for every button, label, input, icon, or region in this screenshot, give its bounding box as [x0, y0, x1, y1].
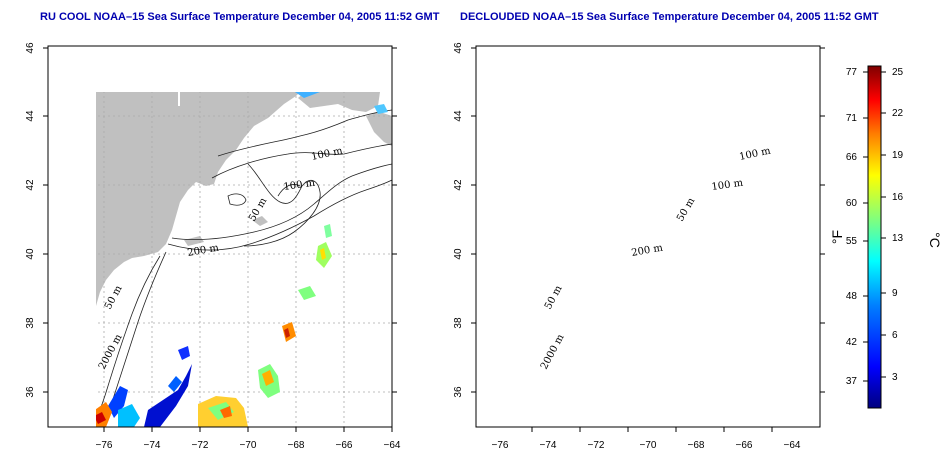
left-xtick-label: −76 — [96, 440, 113, 451]
contour-label-100m: 100 m — [738, 145, 772, 162]
colorbar-fahrenheit-tick: 42 — [846, 337, 858, 348]
right-ytick-label: 42 — [453, 179, 464, 191]
right-ytick-label: 38 — [453, 317, 464, 329]
right-xtick-label: −74 — [540, 440, 557, 451]
right-map-panel — [475, 45, 821, 428]
colorbar-celsius-tick: 9 — [892, 288, 898, 299]
colorbar-celsius-tick: 3 — [892, 372, 898, 383]
axis-tick-marks — [43, 47, 825, 432]
right-ytick-label: 36 — [453, 386, 464, 398]
right-xtick-label: −72 — [588, 440, 605, 451]
contour-label-100m: 100 m — [283, 178, 316, 193]
left-ytick-label: 38 — [25, 317, 36, 329]
left-xtick-label: −72 — [192, 440, 209, 451]
contour-label-2000m: 2000 m — [539, 332, 567, 371]
colorbar-celsius-tick: 6 — [892, 330, 898, 341]
left-sst-patches — [96, 92, 388, 427]
colorbar-celsius-tick: 19 — [892, 150, 904, 161]
right-ytick-label: 46 — [453, 42, 464, 54]
colorbar-fahrenheit-tick: 66 — [846, 152, 858, 163]
colorbar-fahrenheit-unit: °F — [829, 230, 845, 244]
right-xtick-label: −70 — [640, 440, 657, 451]
colorbar-celsius-tick: 16 — [892, 192, 904, 203]
left-xtick-label: −68 — [288, 440, 305, 451]
right-xtick-label: −76 — [492, 440, 509, 451]
contour-label-50m: 50 m — [543, 283, 565, 311]
colorbar-fahrenheit-tick: 71 — [846, 113, 858, 124]
left-map-panel — [47, 45, 393, 428]
left-ytick-label: 44 — [25, 110, 36, 122]
colorbar-celsius-unit: °C — [927, 232, 943, 248]
left-xtick-label: −64 — [384, 440, 401, 451]
left-ytick-label: 40 — [25, 248, 36, 260]
right-xtick-label: −64 — [784, 440, 801, 451]
right-xtick-label: −68 — [688, 440, 705, 451]
contour-label-200m: 200 m — [631, 243, 665, 259]
right-panel-title: DECLOUDED NOAA–15 Sea Surface Temperatur… — [460, 11, 879, 23]
contour-label-100m: 100 m — [711, 178, 744, 193]
left-panel-title: RU COOL NOAA–15 Sea Surface Temperature … — [40, 11, 440, 23]
contour-label-50m: 50 m — [675, 196, 697, 224]
colorbar-fahrenheit-tick: 48 — [846, 291, 858, 302]
right-sst-patches — [480, 48, 820, 427]
left-ytick-label: 36 — [25, 386, 36, 398]
right-xtick-label: −66 — [736, 440, 753, 451]
colorbar-fahrenheit-tick: 60 — [846, 198, 858, 209]
left-xtick-label: −74 — [144, 440, 161, 451]
right-ytick-label: 40 — [453, 248, 464, 260]
colorbar-celsius-tick: 25 — [892, 67, 904, 78]
colorbar-celsius-tick: 22 — [892, 108, 904, 119]
right-ytick-label: 44 — [453, 110, 464, 122]
colorbar-fahrenheit-tick: 55 — [846, 236, 858, 247]
colorbar: 77 71 66 60 55 48 42 37 25 22 19 16 13 9… — [829, 65, 943, 409]
colorbar-fahrenheit-tick: 37 — [846, 376, 858, 387]
colorbar-gradient — [867, 65, 882, 409]
left-ytick-label: 46 — [25, 42, 36, 54]
left-ytick-label: 42 — [25, 179, 36, 191]
colorbar-fahrenheit-tick: 77 — [846, 67, 858, 78]
colorbar-celsius-tick: 13 — [892, 233, 904, 244]
left-xtick-label: −66 — [336, 440, 353, 451]
left-xtick-label: −70 — [240, 440, 257, 451]
